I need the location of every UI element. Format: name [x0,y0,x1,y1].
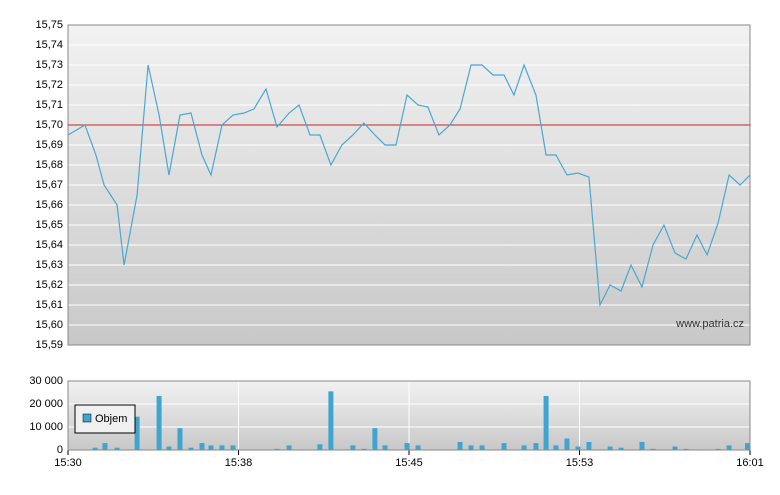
y-tick-label: 15,65 [35,219,63,231]
y-tick-label: 15,69 [35,139,63,151]
volume-bar [543,395,549,450]
y-tick-label: 15,63 [35,259,63,271]
volume-bar [208,445,214,450]
volume-bar [166,446,172,450]
y-tick-label: 15,68 [35,159,63,171]
legend-swatch [82,413,92,423]
volume-bar [672,446,678,450]
y-tick-label: 15,59 [35,339,63,351]
legend-label: Objem [95,413,127,425]
volume-bar [715,448,721,450]
y-tick-label: 15,67 [35,179,63,191]
volume-bar [286,445,292,450]
volume-bar [521,445,527,450]
y-tick-label: 15,60 [35,319,63,331]
volume-bar [230,445,236,450]
volume-bar [479,445,485,450]
y-tick-label: 15,72 [35,79,63,91]
y-tick-label: 15,66 [35,199,63,211]
volume-bar [639,441,645,450]
volume-bar [415,445,421,450]
volume-bar [134,416,140,450]
volume-bar [361,448,367,450]
x-tick-label: 15:53 [566,457,594,469]
x-tick-label: 16:01 [736,457,764,469]
y-tick-label: 0 [57,444,63,456]
volume-bar [274,448,280,450]
volume-bar [501,443,507,450]
plot-frame [67,24,751,346]
y-tick-label: 15,64 [35,239,63,251]
y-tick-label: 15,75 [35,19,63,31]
volume-bar [575,446,581,450]
volume-bar [156,395,162,450]
volume-bar [350,445,356,450]
x-tick-label: 15:30 [54,457,82,469]
volume-bar [382,445,388,450]
volume-bar [607,446,613,450]
y-tick-label: 15,71 [35,99,63,111]
volume-bar [745,443,750,450]
volume-bar [726,445,732,450]
volume-bar [177,428,183,450]
volume-bar [683,448,689,450]
volume-bar [553,445,559,450]
y-tick-label: 20 000 [29,398,63,410]
volume-bar [188,447,194,450]
volume-bar [457,441,463,450]
y-tick-label: 15,73 [35,59,63,71]
volume-bar [114,447,120,450]
volume-bar [199,443,205,450]
volume-bar [650,448,656,450]
volume-bar [102,443,108,450]
price-line [67,63,751,308]
y-tick-label: 15,74 [35,39,63,51]
volume-bar [328,391,334,450]
y-tick-label: 15,62 [35,279,63,291]
volume-bar [533,443,539,450]
watermark: www.patria.cz [675,318,744,330]
volume-bar [618,447,624,450]
y-tick-label: 15,70 [35,119,63,131]
volume-bar [564,438,570,450]
volume-bar [219,445,225,450]
y-tick-label: 15,61 [35,299,63,311]
legend-box [74,404,136,434]
y-tick-label: 10 000 [29,421,63,433]
volume-bar [404,443,410,450]
volume-bar [372,428,378,450]
x-tick-label: 15:38 [225,457,253,469]
x-tick-label: 15:45 [395,457,423,469]
volume-bar [317,444,323,450]
volume-bar [92,447,98,450]
volume-bar [586,441,592,450]
volume-bar [468,445,474,450]
y-tick-label: 30 000 [29,375,63,387]
